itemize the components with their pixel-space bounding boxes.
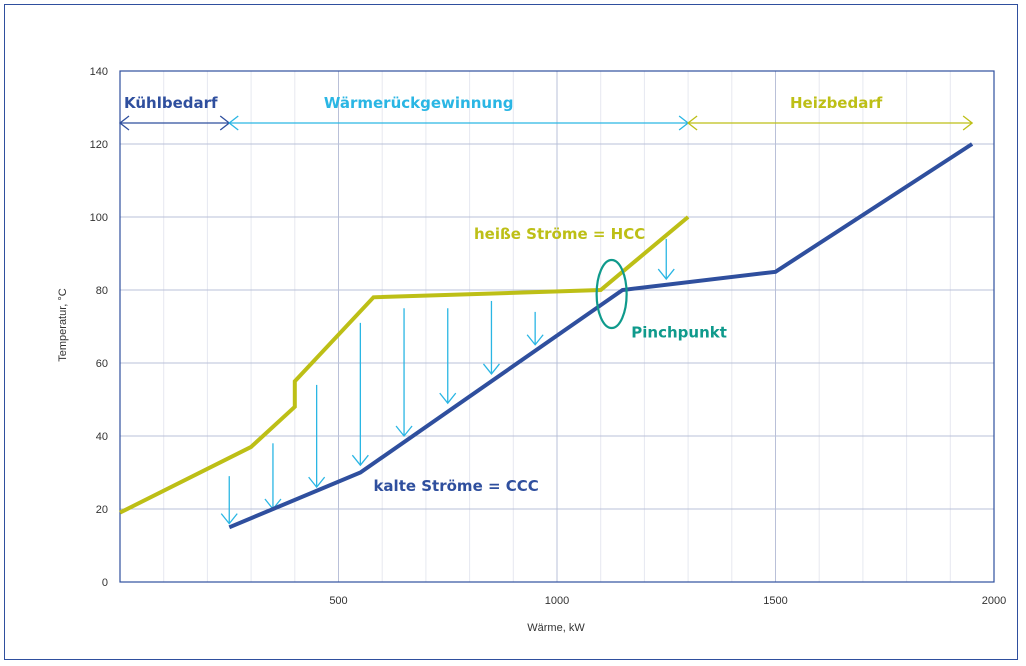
y-tick-label: 100 (90, 212, 108, 224)
y-tick-label: 80 (96, 285, 108, 297)
hcc-curve (119, 215, 690, 515)
x-tick-label: 1500 (763, 595, 787, 607)
y-tick-label: 0 (102, 577, 108, 589)
figure-frame (4, 4, 1018, 660)
grid (120, 70, 995, 583)
annotation-label: Pinchpunkt (631, 323, 727, 341)
region-label: Kühlbedarf (124, 94, 218, 112)
plot-border (119, 70, 995, 583)
heat-transfer-arrowhead (526, 334, 544, 346)
heat-transfer-arrowhead (657, 268, 675, 281)
y-tick-label: 40 (96, 431, 108, 443)
region-bracket-head-left (687, 115, 698, 131)
annotations: heiße Ströme = HCC kalte Ströme = CCC Pinc… (373, 225, 726, 495)
x-tick-label: 500 (329, 595, 347, 607)
heat-transfer-arrowhead (220, 513, 238, 525)
pinch-point-ellipse (595, 258, 628, 330)
region-bracket-head-left (118, 115, 130, 131)
region-label: Heizbedarf (790, 94, 883, 112)
region-bracket-head-right (962, 115, 974, 131)
heat-transfer-arrows (220, 238, 675, 525)
x-tick-label: 1000 (545, 595, 569, 607)
heat-transfer-arrowhead (351, 454, 369, 467)
x-axis-title: Wärme, kW (527, 622, 585, 634)
heat-transfer-arrowhead (395, 425, 413, 438)
y-axis-title: Temperatur, °C (57, 288, 69, 362)
series-lines (119, 142, 974, 530)
annotation-label: kalte Ströme = CCC (373, 477, 538, 495)
ccc-curve (228, 142, 974, 530)
y-tick-label: 120 (90, 139, 108, 151)
region-bracket-head-left (228, 115, 239, 131)
region-label: Wärmerückgewinnung (324, 94, 514, 112)
heat-transfer-arrowhead (482, 363, 500, 375)
x-tick-label: 2000 (982, 595, 1006, 607)
y-tick-label: 140 (90, 66, 108, 78)
y-tick-label: 60 (96, 358, 108, 370)
y-tick-label: 20 (96, 504, 108, 516)
axes: 500 1000 1500 2000 0 20 40 60 80 100 120 140 (90, 66, 1007, 607)
region-brackets: Kühlbedarf Wärmerückgewinnung Heizbedarf (118, 94, 974, 131)
heat-transfer-arrowhead (439, 392, 457, 405)
heat-transfer-arrowhead (308, 476, 326, 489)
annotation-label: heiße Ströme = HCC (474, 225, 645, 243)
